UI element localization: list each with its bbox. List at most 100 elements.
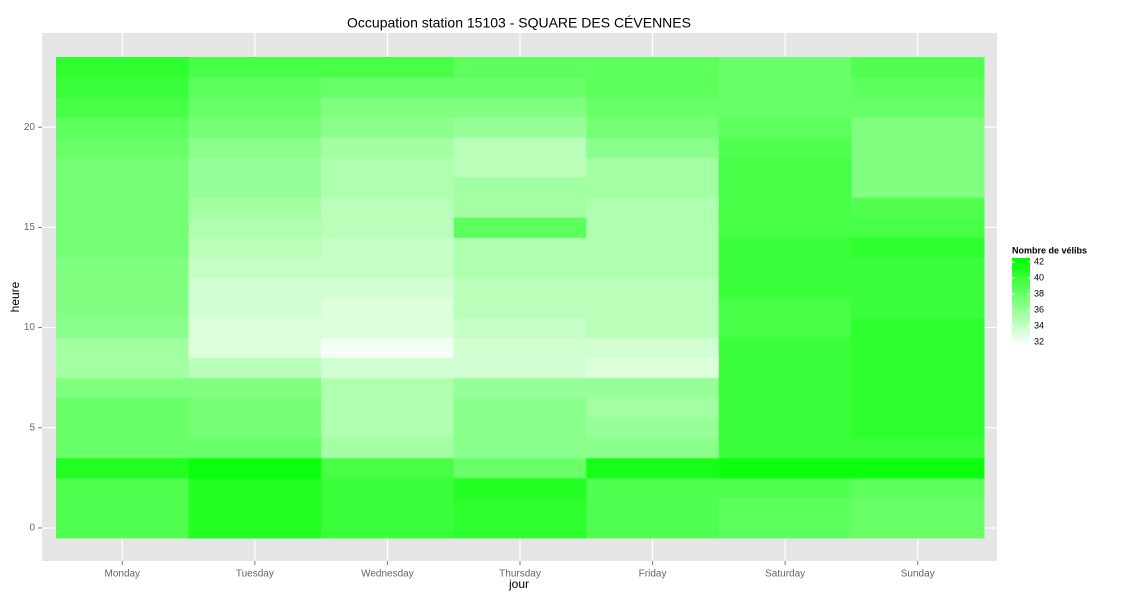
heat-cell (718, 97, 852, 118)
heat-cell (56, 237, 190, 258)
heat-cell (188, 237, 322, 258)
heat-cell (188, 477, 322, 499)
heat-cell (453, 217, 587, 238)
heat-cell (453, 277, 587, 298)
heat-cell (718, 77, 852, 98)
heat-cell (718, 457, 852, 479)
heat-cell (586, 457, 720, 479)
heat-cell (586, 257, 720, 278)
heat-cell (453, 337, 587, 359)
heat-cell (56, 137, 190, 158)
heat-cell (718, 157, 852, 178)
heat-cell (586, 337, 720, 359)
y-tick-label: 20 (24, 122, 36, 133)
heat-cell (718, 57, 852, 78)
heat-cell (586, 197, 720, 218)
heat-cell (586, 477, 720, 499)
heat-cell (321, 237, 455, 258)
heat-cell (453, 397, 587, 419)
heat-cell (453, 517, 587, 539)
heat-cell (188, 377, 322, 399)
heat-cell (188, 457, 322, 479)
heat-cell (586, 77, 720, 98)
x-tick-label: Tuesday (236, 569, 274, 580)
heat-cell (851, 497, 985, 519)
heat-cell (586, 97, 720, 118)
heat-cell (56, 417, 190, 439)
heat-cell (321, 157, 455, 178)
heat-cell (453, 297, 587, 319)
heat-cell (321, 77, 455, 98)
heat-cell (321, 357, 455, 379)
heat-cell (56, 317, 190, 339)
heat-cell (586, 437, 720, 459)
heat-cell (851, 417, 985, 439)
heat-cell (586, 497, 720, 519)
heat-cell (851, 317, 985, 339)
heat-cell (453, 77, 587, 98)
heat-cell (586, 137, 720, 158)
heat-cell (188, 517, 322, 539)
heat-cell (453, 257, 587, 278)
heat-cell (851, 77, 985, 98)
heat-cell (188, 397, 322, 419)
heat-cell (56, 257, 190, 278)
heat-cell (718, 177, 852, 198)
heat-cell (188, 117, 322, 138)
heat-cell (321, 257, 455, 278)
heat-cell (718, 217, 852, 238)
heat-cell (56, 517, 190, 539)
heat-cell (321, 457, 455, 479)
heat-cell (188, 357, 322, 379)
heat-cell (718, 317, 852, 339)
heat-cell (56, 97, 190, 118)
heat-cell (586, 517, 720, 539)
heat-cell (56, 177, 190, 198)
heat-cell (718, 517, 852, 539)
heat-cell (188, 57, 322, 78)
heat-cell (321, 117, 455, 138)
legend-title: Nombre de vélibs (1012, 245, 1087, 255)
heat-cell (188, 217, 322, 238)
heat-cell (56, 357, 190, 379)
heat-cell (586, 297, 720, 319)
heat-cell (453, 157, 587, 178)
heat-cell (453, 417, 587, 439)
heat-cell (718, 377, 852, 399)
heat-cell (851, 457, 985, 479)
heat-cell (851, 197, 985, 218)
heat-cell (188, 97, 322, 118)
heat-cell (851, 357, 985, 379)
heat-cell (718, 497, 852, 519)
heat-cell (321, 397, 455, 419)
x-tick-label: Sunday (901, 569, 935, 580)
heat-cell (718, 237, 852, 258)
heat-cell (586, 157, 720, 178)
x-tick-label: Wednesday (361, 569, 414, 580)
heat-cell (851, 397, 985, 419)
heat-cell (851, 277, 985, 298)
heat-cell (718, 257, 852, 278)
heat-cell (453, 317, 587, 339)
heat-cell (453, 437, 587, 459)
heat-cell (586, 237, 720, 258)
heat-cell (586, 357, 720, 379)
heat-cell (56, 437, 190, 459)
heat-cell (321, 337, 455, 359)
heat-cell (851, 117, 985, 138)
heat-cell (188, 177, 322, 198)
heat-cell (56, 497, 190, 519)
heat-cell (586, 177, 720, 198)
x-tick-label: Monday (104, 569, 140, 580)
heat-cell (453, 497, 587, 519)
heat-cell (586, 317, 720, 339)
heat-cell (718, 477, 852, 499)
heat-cell (188, 277, 322, 298)
heat-cell (851, 257, 985, 278)
heat-cell (718, 277, 852, 298)
heat-cell (718, 137, 852, 158)
heat-cell (188, 417, 322, 439)
heat-cell (453, 97, 587, 118)
heat-cell (56, 397, 190, 419)
